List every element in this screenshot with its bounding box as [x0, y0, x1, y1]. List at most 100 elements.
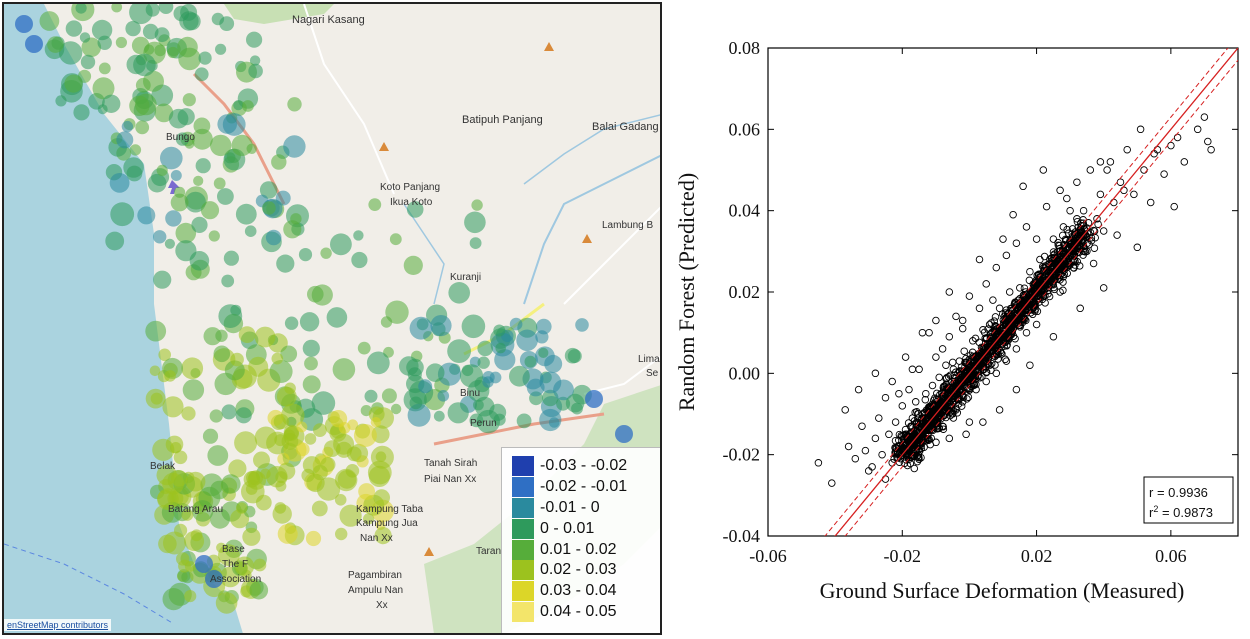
deformation-blob [374, 527, 392, 545]
scatter-point [1026, 267, 1034, 276]
deformation-blob [437, 362, 462, 386]
scatter-point [979, 365, 987, 374]
scatter-point [932, 316, 940, 325]
deformation-blob [234, 556, 255, 576]
deformation-blob [179, 11, 199, 31]
legend-item: 0.01 - 0.02 [512, 539, 660, 560]
deformation-blob [200, 201, 220, 220]
confidence-line [844, 59, 1238, 536]
scatter-point [1063, 194, 1071, 203]
deformation-blob [193, 175, 204, 186]
scatter-point [1204, 137, 1212, 146]
deformation-blob [495, 342, 507, 354]
deformation-blob [271, 154, 287, 170]
legend-swatch [512, 518, 534, 539]
scatter-point [1103, 166, 1111, 174]
place-label: Association [210, 574, 262, 585]
deformation-blob [213, 177, 226, 190]
scatter-point [1099, 227, 1108, 235]
deformation-blob [305, 530, 322, 547]
y-tick-label: 0.02 [729, 282, 761, 302]
deformation-blob [64, 74, 83, 93]
legend-item: -0.03 - -0.02 [512, 456, 660, 477]
legend-item: 0.04 - 0.05 [512, 601, 660, 623]
deformation-blob [311, 500, 328, 517]
deformation-blob [284, 316, 299, 330]
scatter-point [1068, 225, 1077, 233]
scatter-point [944, 373, 953, 381]
peak-marker [379, 142, 389, 151]
scatter-panel: -0.04 -0.02 0.00 0.02 0.04 0.06 0.08 -0.06 -0.0… [668, 0, 1250, 639]
y-axis: -0.04 -0.02 0.00 0.02 0.04 0.06 0.08 [723, 38, 1238, 546]
scatter-point [1069, 263, 1078, 272]
scatter-point [885, 430, 893, 439]
place-label: The F [222, 559, 249, 570]
scatter-point [932, 409, 941, 418]
scatter-point [1093, 215, 1101, 223]
scatter-point [928, 381, 937, 390]
deformation-blob [230, 509, 250, 529]
deformation-blob [253, 558, 267, 572]
scatter-point [962, 430, 970, 439]
deformation-blob [536, 318, 552, 335]
scatter-point [999, 235, 1007, 243]
deformation-blob [516, 329, 538, 352]
deformation-blob [287, 97, 302, 112]
legend-swatch [512, 601, 534, 622]
scatter-point [908, 414, 917, 422]
scatter-point [881, 393, 890, 402]
scatter-point [943, 385, 952, 393]
scatter-point [1056, 288, 1064, 296]
scatter-point [892, 444, 901, 453]
scatter-point [1180, 158, 1189, 166]
deformation-blob [482, 371, 495, 384]
legend-swatch [512, 497, 534, 518]
deformation-blob [154, 27, 170, 43]
deformation-blob [276, 254, 295, 273]
deformation-blob [129, 95, 150, 117]
deformation-blob [91, 19, 113, 41]
deformation-blob [210, 134, 232, 157]
fit-line [834, 48, 1238, 536]
scatter-point [932, 353, 940, 361]
scatter-point [841, 406, 849, 414]
map-canvas[interactable] [4, 4, 662, 635]
deformation-blob [135, 120, 150, 135]
scatter-point [1094, 220, 1102, 228]
deformation-blob [316, 477, 341, 501]
scatter-point [986, 361, 994, 369]
river [523, 154, 660, 305]
deformation-blob [154, 103, 174, 123]
scatter-point [878, 450, 886, 459]
deformation-blob [565, 393, 585, 413]
deformation-blob [269, 360, 293, 383]
y-tick-label: 0.04 [729, 201, 761, 221]
deformation-blob [240, 585, 253, 598]
place-label: Nagari Kasang [292, 14, 365, 26]
deformation-blob [79, 32, 91, 43]
deformation-blob [425, 363, 445, 383]
deformation-blob [286, 416, 297, 427]
scatter-point [828, 479, 836, 487]
place-label: Binu [460, 388, 481, 399]
scatter-point [975, 255, 984, 264]
scatter-point [980, 349, 989, 357]
deformation-blob [58, 41, 83, 65]
deformation-blob [181, 509, 194, 521]
deformation-blob [278, 462, 296, 480]
map-attribution[interactable]: enStreetMap contributors [4, 619, 112, 631]
deformation-blob [234, 431, 258, 455]
deformation-blob [564, 347, 581, 364]
scatter-point [918, 434, 927, 443]
boundary-line [4, 543, 175, 625]
scatter-point [945, 332, 954, 341]
scatter-point [957, 402, 966, 410]
deformation-blob [233, 100, 244, 111]
deformation-blob [296, 421, 308, 433]
scatter-point [1069, 258, 1078, 266]
scatter-point [1074, 236, 1082, 244]
deformation-blob [73, 104, 90, 121]
scatter-point [958, 324, 967, 333]
map-panel[interactable]: Nagari Kasang Batipuh Panjang Balai Gada… [2, 2, 662, 635]
deformation-blob [213, 345, 231, 363]
